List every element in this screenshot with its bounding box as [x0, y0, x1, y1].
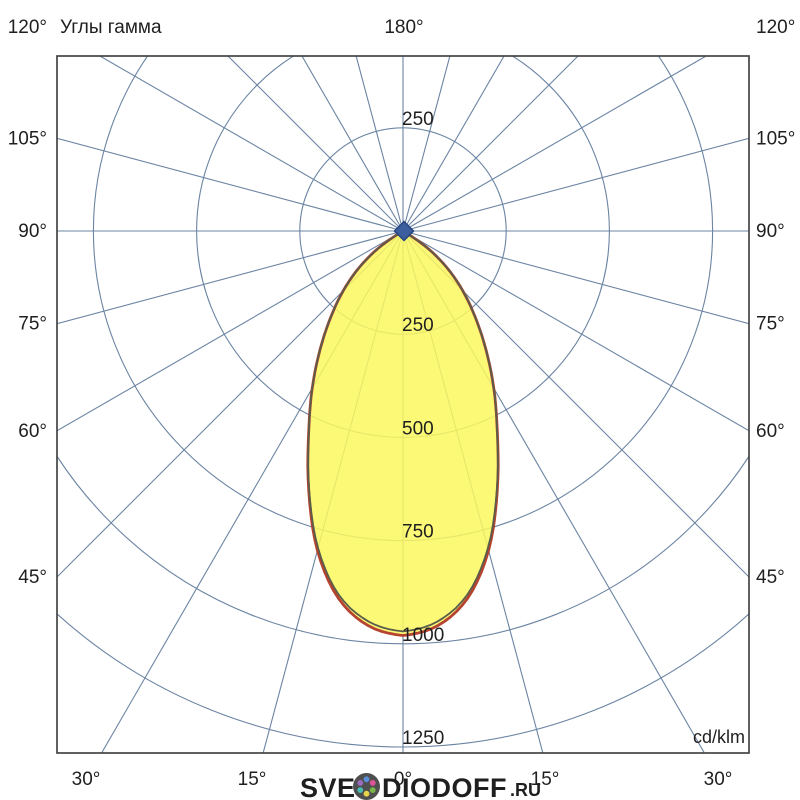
gamma-label-bottom: 15°	[238, 769, 267, 790]
gamma-ray-line	[355, 56, 404, 232]
watermark-text-ru: .RU	[510, 780, 541, 800]
logo-dot	[357, 787, 364, 793]
ring-value-label: 250	[402, 315, 434, 336]
gamma-label-left: 45°	[18, 567, 47, 588]
gamma-ray-line	[57, 137, 404, 232]
gamma-ray-line	[402, 137, 749, 232]
ring-value-label: 250	[402, 109, 434, 130]
logo-dot	[363, 790, 370, 797]
gamma-ray-line	[227, 56, 404, 232]
chart-title: Углы гамма	[60, 17, 162, 38]
gamma-label-right: 45°	[756, 567, 785, 588]
gamma-label-right: 90°	[756, 221, 785, 242]
chart-frame	[56, 55, 750, 754]
logo-circle	[353, 773, 380, 800]
gamma-ray-line	[57, 230, 404, 432]
ring-value-label: 500	[402, 418, 434, 439]
gamma-ray-line	[57, 230, 404, 325]
logo-dot	[357, 780, 364, 786]
gamma-ray-line	[402, 56, 451, 232]
gamma-label-top: 180°	[384, 17, 423, 38]
logo-dot	[369, 780, 376, 786]
gamma-label-left: 105°	[8, 128, 47, 149]
gamma-label-left: 120°	[8, 17, 47, 38]
gamma-label-left: 60°	[18, 421, 47, 442]
intensity-lobe	[306, 229, 500, 637]
gamma-label-bottom: 30°	[72, 769, 101, 790]
gamma-label-right: 105°	[756, 128, 795, 149]
logo-dot	[369, 787, 376, 793]
gamma-ray-line	[57, 230, 404, 578]
watermark-logo-icon	[353, 773, 380, 800]
gamma-label-bottom: 0°	[394, 769, 412, 790]
ring-value-label: 750	[402, 522, 434, 543]
intensity-ring	[57, 612, 749, 748]
watermark-text-diodoff: DIODOFF	[382, 773, 507, 800]
gamma-label-right: 120°	[756, 17, 795, 38]
ring-value-label: 1250	[402, 728, 444, 749]
gamma-ray-line	[402, 230, 749, 325]
gamma-label-right: 75°	[756, 314, 785, 335]
watermark: SVET DIODOFF .RU	[300, 773, 541, 800]
gamma-label-bottom: 30°	[704, 769, 733, 790]
gamma-ray-line	[402, 56, 505, 232]
gamma-ray-line	[301, 56, 404, 232]
units-label: cd/klm	[693, 727, 745, 747]
gamma-label-left: 75°	[18, 314, 47, 335]
intensity-ring	[57, 454, 749, 645]
gamma-label-left: 90°	[18, 221, 47, 242]
luminaire-marker-icon	[393, 220, 415, 242]
ring-value-label: 1000	[402, 625, 444, 646]
gamma-ray-line	[402, 230, 749, 578]
gamma-ray-line	[402, 230, 749, 432]
gamma-ray-line	[98, 56, 404, 232]
gamma-ray-line	[402, 56, 708, 232]
gamma-label-bottom: 15°	[531, 769, 560, 790]
gamma-ray-line	[402, 56, 579, 232]
intensity-curve-c90	[307, 230, 499, 633]
logo-dot	[363, 776, 370, 783]
gamma-label-right: 60°	[756, 421, 785, 442]
